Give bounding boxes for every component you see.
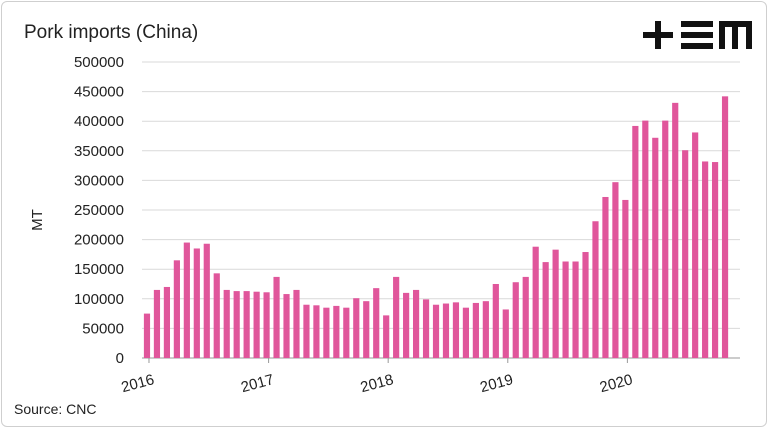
bar-2018-01 xyxy=(383,315,390,358)
source-note: Source: CNC xyxy=(14,401,96,417)
x-axis-ticks: 2016 2017 2018 2019 2020 xyxy=(119,358,635,396)
bar-2019-03 xyxy=(522,276,529,358)
bar-2016-09 xyxy=(223,289,230,358)
bar-2018-03 xyxy=(403,292,410,358)
bar-2019-02 xyxy=(512,282,519,358)
bar-2018-10 xyxy=(472,302,479,358)
bar-2016-02 xyxy=(153,289,161,358)
bar-2020-09 xyxy=(702,161,709,358)
bar-2016-01 xyxy=(143,313,151,358)
bar-2019-04 xyxy=(532,246,539,358)
bar-2017-05 xyxy=(303,304,310,358)
bar-2017-03 xyxy=(283,294,290,358)
bar-2019-06 xyxy=(552,249,559,358)
bar-2017-04 xyxy=(293,289,300,358)
bar-2019-05 xyxy=(542,262,549,358)
bar-2016-08 xyxy=(213,273,220,358)
bar-2019-10 xyxy=(592,221,599,358)
bar-2016-04 xyxy=(173,260,180,358)
bar-2018-11 xyxy=(482,301,489,358)
bar-2017-07 xyxy=(323,307,330,358)
bar-2020-04 xyxy=(652,137,659,358)
bar-2017-09 xyxy=(343,307,350,358)
bar-2020-06 xyxy=(672,102,679,358)
bar-2017-08 xyxy=(333,305,340,358)
bar-2016-11 xyxy=(243,291,250,358)
x-tick-label: 2019 xyxy=(478,371,515,396)
x-tick-label: 2016 xyxy=(119,371,156,396)
bar-2017-12 xyxy=(373,288,380,358)
y-tick-label: 500000 xyxy=(74,54,124,71)
bar-2019-11 xyxy=(602,196,609,358)
bar-2018-02 xyxy=(393,276,400,358)
x-tick-label: 2020 xyxy=(598,371,635,396)
bar-2017-06 xyxy=(313,305,320,358)
bar-2019-08 xyxy=(572,261,579,358)
bar-2018-07 xyxy=(442,303,450,358)
bar-2018-06 xyxy=(432,304,440,358)
bar-2018-09 xyxy=(462,307,470,358)
bar-2018-12 xyxy=(492,284,499,358)
y-tick-label: 250000 xyxy=(74,202,124,219)
bar-2020-11 xyxy=(721,96,729,358)
bar-2017-10 xyxy=(353,298,360,358)
bar-2017-11 xyxy=(363,301,370,358)
bar-2018-04 xyxy=(412,289,420,358)
bar-2020-10 xyxy=(711,162,719,358)
bar-2020-08 xyxy=(692,132,699,358)
y-axis-label: MT xyxy=(29,209,46,231)
y-tick-label: 400000 xyxy=(74,113,124,130)
y-tick-label: 150000 xyxy=(74,261,124,278)
y-tick-label: 200000 xyxy=(74,232,124,249)
y-tick-label: 50000 xyxy=(82,320,124,337)
bar-2020-05 xyxy=(662,120,669,358)
bars xyxy=(143,96,729,358)
bar-2020-02 xyxy=(632,125,639,358)
grid-lines xyxy=(142,61,740,359)
bar-2020-01 xyxy=(622,199,629,358)
bar-2017-01 xyxy=(263,292,270,358)
chart-title: Pork imports (China) xyxy=(24,22,198,43)
bar-2018-05 xyxy=(422,299,430,358)
bar-2019-12 xyxy=(612,182,619,358)
bar-2019-07 xyxy=(562,261,569,358)
bar-2016-07 xyxy=(203,243,210,358)
y-axis-ticks: 0 50000 100000 150000 200000 250000 300000 3500… xyxy=(74,54,124,367)
bar-2020-07 xyxy=(682,150,689,358)
y-tick-label: 350000 xyxy=(74,143,124,160)
bar-2020-03 xyxy=(642,120,649,358)
brand-logo xyxy=(643,21,752,49)
x-tick-label: 2018 xyxy=(359,371,396,396)
x-tick-label: 2017 xyxy=(239,371,276,396)
bar-2019-09 xyxy=(582,252,589,358)
bar-2017-02 xyxy=(273,276,280,358)
bar-2016-12 xyxy=(253,291,260,358)
bar-2016-05 xyxy=(183,242,190,358)
y-tick-label: 450000 xyxy=(74,84,124,101)
bar-2016-03 xyxy=(163,286,171,358)
y-tick-label: 100000 xyxy=(74,291,124,308)
bar-2018-08 xyxy=(452,302,460,358)
bar-2019-01 xyxy=(502,309,509,358)
y-tick-label: 300000 xyxy=(74,172,124,189)
bar-2016-06 xyxy=(193,248,200,358)
y-tick-label: 0 xyxy=(116,350,124,367)
bar-2016-10 xyxy=(233,291,240,358)
